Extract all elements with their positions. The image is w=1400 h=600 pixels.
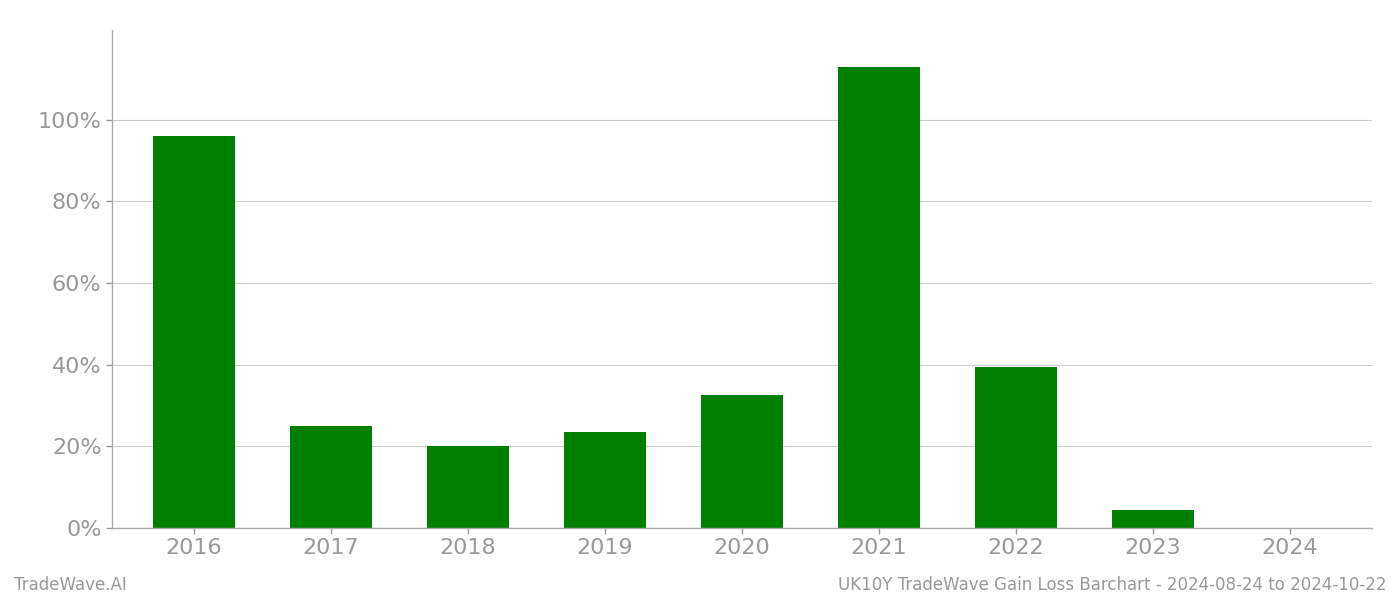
Bar (290, 426, 372, 528)
Bar (427, 446, 510, 528)
Text: UK10Y TradeWave Gain Loss Barchart - 2024-08-24 to 2024-10-22: UK10Y TradeWave Gain Loss Barchart - 202… (837, 576, 1386, 594)
Bar (564, 432, 647, 528)
Bar (837, 67, 920, 528)
Text: TradeWave.AI: TradeWave.AI (14, 576, 127, 594)
Bar (153, 136, 235, 528)
Bar (1112, 509, 1194, 528)
Bar (974, 367, 1057, 528)
Bar (701, 395, 783, 528)
